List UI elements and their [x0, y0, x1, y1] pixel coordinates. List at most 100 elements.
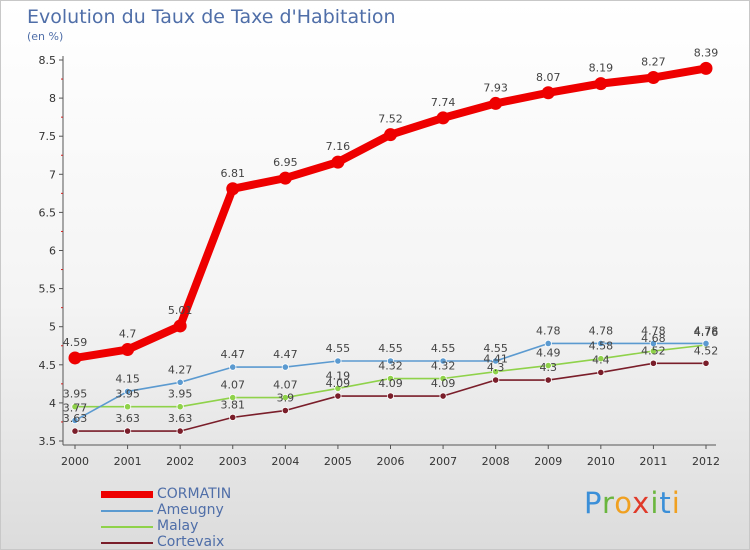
- data-label: 4.55: [483, 342, 508, 355]
- data-label: 3.95: [168, 388, 193, 401]
- data-label: 4.27: [168, 363, 193, 376]
- data-label: 3.95: [63, 388, 88, 401]
- data-label: 8.19: [589, 62, 614, 75]
- legend-label-ameugny: Ameugny: [157, 502, 224, 518]
- data-point: [386, 392, 395, 400]
- x-tick-label: 2007: [429, 455, 457, 468]
- data-point: [646, 71, 660, 85]
- data-point: [489, 96, 503, 110]
- legend-swatch-ameugny: [101, 510, 153, 512]
- data-point: [331, 155, 345, 169]
- y-tick-label: 7.5: [39, 130, 57, 143]
- data-label: 3.63: [115, 412, 140, 425]
- data-label: 4.07: [273, 379, 298, 392]
- data-point: [281, 406, 289, 415]
- data-label: 4.55: [326, 342, 351, 355]
- data-label: 4.68: [641, 332, 666, 345]
- data-label: 4.78: [536, 324, 561, 337]
- data-point: [649, 339, 658, 348]
- x-tick-label: 2009: [534, 455, 562, 468]
- legend-item-cortevaix: Cortevaix: [101, 534, 361, 550]
- y-tick-label: 5.5: [39, 283, 57, 296]
- data-label: 4.32: [378, 360, 403, 373]
- data-label: 4.55: [431, 342, 456, 355]
- legend-swatch-cormatin: [101, 491, 153, 498]
- legend-label-malay: Malay: [157, 518, 199, 534]
- data-label: 4.55: [378, 342, 403, 355]
- data-label: 4.58: [589, 340, 614, 353]
- data-label: 6.81: [221, 167, 246, 180]
- y-tick-label: 6.5: [39, 206, 57, 219]
- data-point: [173, 319, 187, 333]
- data-point: [649, 347, 658, 355]
- x-tick-label: 2008: [482, 455, 510, 468]
- data-label: 4.3: [540, 361, 558, 374]
- data-point: [492, 368, 500, 376]
- x-tick-label: 2001: [114, 455, 142, 468]
- data-point: [226, 182, 240, 196]
- data-point: [176, 427, 184, 435]
- data-point: [597, 339, 605, 348]
- data-point: [123, 387, 132, 396]
- data-label: 3.81: [221, 398, 246, 411]
- logo-letter: r: [601, 486, 615, 520]
- data-label: 4.78: [641, 324, 666, 337]
- data-label: 3.63: [168, 412, 193, 425]
- data-point: [71, 427, 79, 435]
- data-point: [281, 393, 289, 402]
- data-point: [597, 355, 605, 363]
- data-point: [702, 359, 710, 367]
- data-label: 7.16: [326, 140, 351, 153]
- data-label: 4.32: [431, 360, 456, 373]
- y-tick-label: 4.5: [39, 359, 57, 372]
- data-label: 4.78: [589, 324, 614, 337]
- legend-item-ameugny: Ameugny: [101, 502, 361, 519]
- x-tick-label: 2011: [639, 455, 667, 468]
- data-label: 4.78: [694, 324, 719, 337]
- legend-label-cormatin: CORMATIN: [157, 486, 232, 502]
- data-point: [544, 376, 552, 384]
- data-point: [229, 363, 237, 371]
- logo-letter: x: [632, 486, 651, 520]
- logo-letter: i: [671, 486, 681, 520]
- data-point: [334, 392, 342, 400]
- data-point: [386, 374, 395, 383]
- unit-label: (en %): [27, 30, 64, 43]
- chart-title: Evolution du Taux de Taxe d'Habitation: [27, 6, 396, 28]
- data-label: 8.07: [536, 71, 561, 84]
- data-point: [123, 403, 132, 411]
- data-label: 4.7: [119, 328, 137, 341]
- proxiti-logo: Proxiti: [584, 486, 681, 520]
- y-tick-label: 7: [49, 168, 56, 181]
- data-point: [229, 413, 237, 421]
- y-tick-label: 4: [49, 397, 56, 410]
- y-tick-label: 6: [49, 245, 56, 258]
- data-point: [281, 363, 289, 371]
- data-point: [121, 343, 135, 357]
- x-tick-label: 2012: [692, 455, 720, 468]
- data-label: 3.63: [63, 412, 88, 425]
- x-tick-label: 2002: [166, 455, 194, 468]
- data-point: [597, 368, 605, 377]
- data-point: [176, 378, 184, 386]
- legend-item-cormatin: CORMATIN: [101, 486, 361, 503]
- data-label: 7.52: [378, 113, 403, 126]
- x-tick-label: 2006: [377, 455, 405, 468]
- data-label: 4.09: [378, 377, 403, 390]
- data-point: [649, 359, 658, 367]
- y-tick-label: 3.5: [39, 435, 57, 448]
- data-label: 4.09: [326, 377, 351, 390]
- data-point: [176, 403, 184, 411]
- data-label: 4.49: [536, 347, 561, 360]
- data-label: 4.3: [487, 361, 505, 374]
- legend-label-cortevaix: Cortevaix: [157, 534, 225, 550]
- data-point: [439, 392, 447, 400]
- data-label: 4.4: [592, 353, 610, 366]
- data-label: 4.59: [63, 336, 88, 349]
- data-point: [544, 339, 552, 348]
- logo-letter: i: [650, 486, 660, 520]
- data-label: 4.47: [273, 348, 298, 361]
- x-tick-label: 2003: [219, 455, 247, 468]
